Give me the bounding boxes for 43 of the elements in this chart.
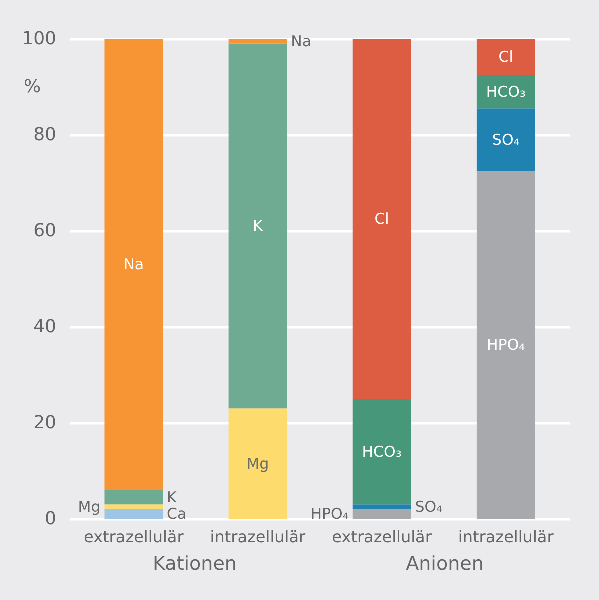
y-tick-label: 20: [34, 412, 56, 434]
bar: [476, 75, 536, 109]
series-label: SO₄: [415, 498, 443, 516]
text: Mg: [246, 454, 270, 473]
series-label: HCO₃: [486, 82, 526, 101]
series-label: K: [167, 488, 178, 506]
y-tick-label: 100: [22, 28, 56, 50]
bar: [352, 509, 412, 519]
y-tick-label: 0: [45, 508, 56, 530]
series-label: Cl: [498, 48, 514, 66]
text: Cl: [374, 210, 390, 228]
text: HPO₄: [487, 336, 526, 354]
bar: [228, 44, 288, 409]
bar: [228, 39, 288, 44]
x-tick-label: extrazellulär: [84, 528, 184, 546]
bar: [476, 39, 536, 75]
text: K: [253, 217, 263, 236]
y-tick-label: 40: [34, 316, 56, 338]
x-tick-label: intrazellulär: [458, 528, 554, 546]
y-axis-title: %: [24, 76, 42, 98]
bar: [104, 504, 164, 510]
series-label: Na: [291, 32, 312, 50]
y-tick-label: 80: [34, 124, 56, 146]
bar: [104, 39, 164, 490]
bar: [352, 504, 412, 510]
text: Anionen: [406, 553, 484, 575]
x-tick-label: intrazellulär: [210, 528, 306, 546]
bar: [352, 399, 412, 505]
y-tick-label: 60: [34, 220, 56, 242]
bar: [228, 408, 288, 519]
bar: [476, 108, 536, 171]
bar: [104, 490, 164, 505]
text: HCO₃: [362, 442, 402, 461]
text: Na: [124, 256, 144, 274]
text: Kationen: [153, 553, 237, 575]
x-tick-label: extrazellulär: [332, 528, 432, 546]
bar: [352, 39, 412, 399]
series-label: Mg: [78, 498, 101, 516]
bar: [104, 509, 164, 519]
series-label: HPO₄: [310, 505, 349, 524]
text: SO₄: [492, 130, 520, 149]
series-label: Ca: [167, 505, 187, 524]
bar: [476, 171, 536, 519]
